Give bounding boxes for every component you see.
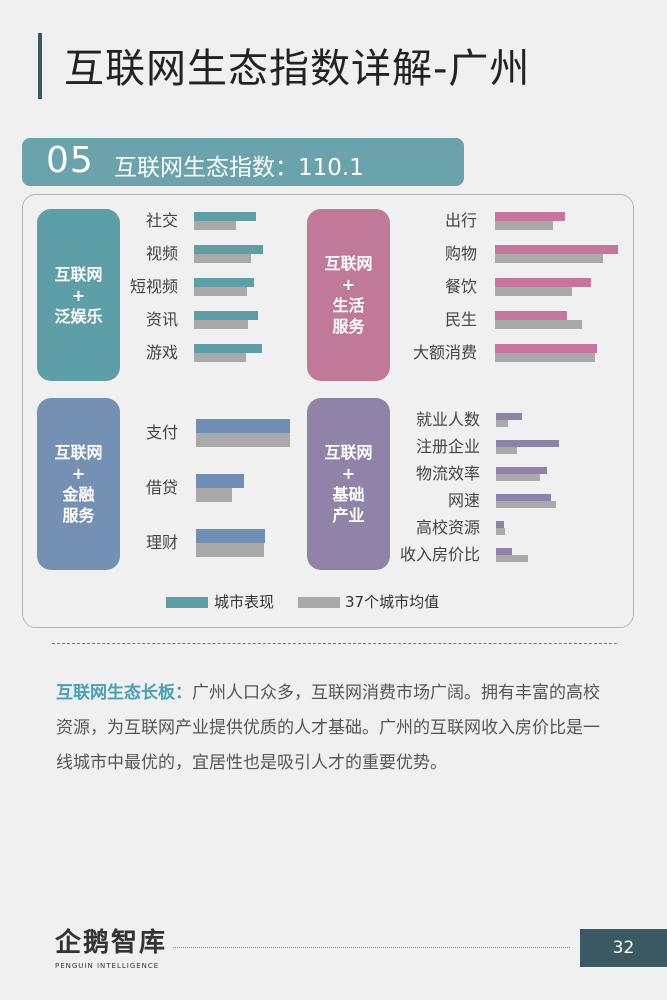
tile-line: 互联网 (54, 264, 103, 284)
bar-city (495, 278, 591, 287)
logo-sub: PENGUIN INTELLIGENCE (55, 962, 160, 970)
category-label: 物流效率 (416, 464, 480, 483)
bar-city (194, 245, 263, 254)
bar-city (196, 474, 244, 488)
bar-average (496, 420, 508, 427)
page-title: 互联网生态指数详解-广州 (64, 46, 531, 92)
bar-average (496, 501, 556, 508)
bar-average (496, 474, 540, 481)
legend-swatch-city (166, 597, 208, 608)
tile-line: 金融 (62, 485, 95, 504)
tile-finance: 互联网 + 金融 服务 (37, 398, 120, 570)
bar-city (495, 344, 597, 353)
footer-line (173, 947, 570, 948)
divider (52, 643, 617, 644)
legend-city: 城市表现 (214, 593, 275, 611)
description-highlight: 互联网生态长板： (56, 683, 192, 703)
category-label: 餐饮 (445, 277, 477, 296)
bar-average (496, 528, 505, 535)
category-label: 社交 (146, 211, 178, 230)
bar-average (196, 488, 232, 502)
bar-city (495, 311, 567, 320)
tile-line: + (71, 285, 86, 305)
bar-average (495, 254, 603, 263)
index-banner: 05 互联网生态指数：110.1 (22, 138, 464, 186)
page-number: 32 (580, 929, 667, 967)
category-label: 就业人数 (416, 410, 480, 429)
bar-average (495, 287, 572, 296)
bar-average (194, 287, 247, 296)
category-label: 大额消费 (413, 343, 477, 362)
banner-text: 互联网生态指数：110.1 (114, 155, 364, 181)
banner-number: 05 (46, 140, 94, 181)
tile-infrastructure: 互联网 + 基础 产业 (307, 398, 390, 570)
category-label: 网速 (448, 491, 480, 510)
bar-city (496, 494, 551, 501)
description: 互联网生态长板：广州人口众多，互联网消费市场广阔。拥有丰富的高校资源，为互联网产… (56, 676, 616, 781)
bar-average (496, 555, 528, 562)
bar-city (196, 529, 265, 543)
tile-line: 生活 (332, 296, 365, 315)
bar-average (495, 221, 553, 230)
bar-average (495, 320, 582, 329)
category-label: 出行 (445, 211, 477, 230)
bar-average (194, 221, 236, 230)
category-label: 游戏 (146, 343, 178, 362)
bar-city (194, 311, 258, 320)
tile-line: + (341, 275, 356, 294)
tile-line: 产业 (332, 506, 365, 525)
category-label: 资讯 (146, 310, 178, 329)
bar-average (496, 447, 517, 454)
category-label: 购物 (445, 244, 477, 263)
category-label: 支付 (146, 423, 178, 442)
bar-average (196, 433, 290, 447)
tile-line: 互联网 (324, 254, 373, 273)
bar-average (495, 353, 595, 362)
category-label: 视频 (146, 244, 178, 263)
bar-average (194, 254, 251, 263)
bar-city (194, 278, 254, 287)
category-label: 收入房价比 (400, 545, 480, 564)
bar-city (495, 212, 565, 221)
bar-city (496, 413, 522, 420)
tile-entertainment: 互联网 + 泛娱乐 (37, 209, 120, 381)
tile-line: 基础 (332, 485, 365, 504)
bar-city (495, 245, 618, 254)
category-label: 理财 (146, 533, 178, 552)
tile-line: 服务 (62, 506, 95, 525)
chart-panel: 互联网 + 泛娱乐 互联网 + 生活 服务 互联网 + 金融 服务 互联网 + … (22, 194, 634, 628)
category-label: 短视频 (130, 277, 178, 296)
bar-average (194, 320, 248, 329)
tile-line: 泛娱乐 (54, 306, 103, 326)
category-label: 高校资源 (416, 518, 480, 537)
bar-city (196, 419, 290, 433)
tile-line: 互联网 (54, 443, 103, 462)
logo: 企鹅智库 PENGUIN INTELLIGENCE (55, 922, 167, 970)
tile-line: 互联网 (324, 443, 373, 462)
bar-city (496, 467, 547, 474)
legend-swatch-average (298, 597, 340, 608)
logo-main: 企鹅智库 (55, 928, 168, 958)
bar-average (194, 353, 246, 362)
category-label: 注册企业 (416, 437, 480, 456)
bar-city (194, 344, 262, 353)
bar-city (496, 548, 512, 555)
legend-average: 37个城市均值 (345, 593, 440, 611)
tile-life-services: 互联网 + 生活 服务 (307, 209, 390, 381)
title-accent-bar (38, 33, 42, 99)
category-label: 借贷 (146, 478, 178, 497)
bar-city (496, 521, 504, 528)
bar-average (196, 543, 264, 557)
tile-line: 服务 (332, 317, 365, 336)
bar-city (194, 212, 256, 221)
category-label: 民生 (445, 310, 477, 329)
bar-city (496, 440, 559, 447)
description-body: 广州人口众多，互联网消费市场广阔。拥有丰富的高校资源，为互联网产业提供优质的人才… (56, 683, 600, 773)
tile-line: + (71, 464, 86, 483)
tile-line: + (341, 464, 356, 483)
